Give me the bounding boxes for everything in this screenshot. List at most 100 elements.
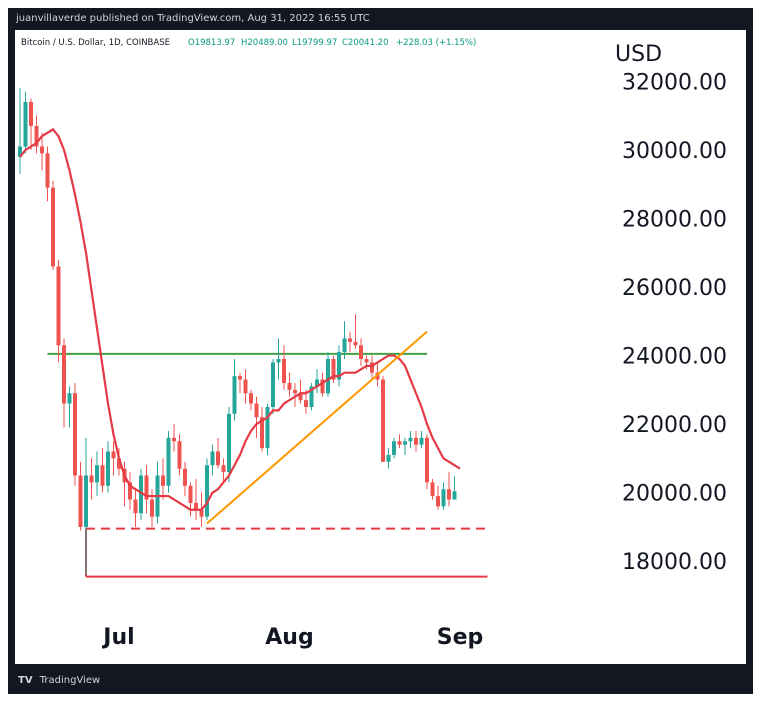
candle-body bbox=[23, 101, 28, 147]
candle bbox=[183, 461, 187, 497]
candle bbox=[238, 372, 242, 394]
candle-body bbox=[392, 441, 396, 455]
y-tick-label: 24000.00 bbox=[622, 345, 727, 370]
candle-body bbox=[205, 465, 209, 517]
candle bbox=[337, 345, 341, 387]
candle-body bbox=[304, 400, 308, 407]
candle-body bbox=[56, 266, 61, 346]
candle bbox=[370, 355, 374, 380]
candle-body bbox=[73, 393, 77, 476]
candle-body bbox=[172, 437, 176, 442]
candle bbox=[62, 338, 66, 428]
candle bbox=[348, 331, 352, 353]
candle-body bbox=[111, 451, 116, 459]
candle-body bbox=[375, 372, 380, 380]
candle bbox=[260, 406, 264, 452]
candle-body bbox=[441, 489, 446, 507]
chart-legend-change: +228.03 (+1.15%) bbox=[396, 38, 476, 48]
candle bbox=[359, 338, 363, 366]
candle bbox=[353, 314, 358, 349]
candle bbox=[155, 461, 160, 524]
y-tick-label: 32000.00 bbox=[622, 70, 727, 95]
candle-body bbox=[89, 475, 94, 483]
candle bbox=[276, 338, 281, 380]
candle-body bbox=[199, 509, 204, 517]
candle-body bbox=[452, 491, 457, 500]
candle-body bbox=[309, 386, 314, 407]
candle-body bbox=[232, 376, 237, 414]
candle-body bbox=[84, 475, 88, 527]
candle-body bbox=[150, 499, 154, 517]
candle-body bbox=[67, 393, 72, 404]
x-tick-label: Jul bbox=[101, 625, 134, 650]
candle bbox=[45, 146, 50, 202]
candle-body bbox=[408, 437, 413, 442]
candle bbox=[436, 485, 440, 510]
candle bbox=[265, 403, 270, 455]
candle-body bbox=[216, 451, 220, 466]
candle bbox=[205, 458, 209, 521]
candle-body bbox=[254, 403, 259, 418]
candle bbox=[177, 434, 182, 476]
candle-body bbox=[348, 338, 352, 342]
candle-body bbox=[315, 379, 319, 387]
candle-body bbox=[144, 475, 149, 500]
candle-body bbox=[238, 376, 242, 380]
candle-body bbox=[419, 437, 424, 445]
candle bbox=[282, 345, 286, 390]
candle-body bbox=[139, 475, 143, 514]
candle-body bbox=[243, 379, 248, 394]
candle-body bbox=[34, 125, 39, 147]
candle-body bbox=[397, 441, 402, 445]
candle-body bbox=[403, 441, 407, 445]
chart-legend-open: O19813.97 bbox=[188, 38, 235, 48]
candle-body bbox=[447, 489, 451, 500]
candle-body bbox=[210, 451, 215, 466]
candle-body bbox=[45, 153, 50, 188]
chart-plot-area[interactable]: Bitcoin / U.S. Dollar, 1D, COINBASE O198… bbox=[15, 30, 746, 664]
candle bbox=[161, 458, 165, 500]
candle bbox=[452, 475, 457, 500]
candle-body bbox=[221, 465, 226, 473]
tradingview-brand-label: TradingView bbox=[39, 675, 101, 686]
candle bbox=[111, 441, 116, 476]
candle bbox=[78, 461, 83, 531]
y-tick-label: 20000.00 bbox=[622, 482, 727, 507]
candle bbox=[430, 478, 435, 500]
candle bbox=[414, 430, 418, 452]
tradingview-footer: 𝗧𝗩 TradingView bbox=[8, 670, 753, 692]
price-chart[interactable]: Bitcoin / U.S. Dollar, 1D, COINBASE O198… bbox=[15, 30, 746, 664]
moving-average-line bbox=[19, 127, 461, 511]
candle-body bbox=[249, 393, 253, 404]
candle bbox=[188, 482, 193, 517]
candle-body bbox=[78, 475, 83, 527]
candle-body bbox=[260, 417, 264, 449]
candle bbox=[73, 382, 77, 486]
trendline bbox=[206, 330, 428, 525]
candle-body bbox=[337, 352, 341, 380]
candle-body bbox=[128, 482, 132, 500]
candle bbox=[243, 369, 248, 404]
candle-body bbox=[51, 187, 55, 267]
candle bbox=[441, 482, 446, 510]
candle bbox=[150, 489, 154, 527]
candle bbox=[309, 382, 314, 411]
candle bbox=[89, 458, 94, 500]
candle bbox=[408, 430, 413, 449]
chart-legend-symbol: Bitcoin / U.S. Dollar, 1D, COINBASE bbox=[21, 38, 170, 48]
candle bbox=[84, 437, 88, 575]
candle bbox=[232, 358, 237, 421]
candle bbox=[29, 98, 33, 150]
candle-body bbox=[276, 358, 281, 363]
candle-body bbox=[326, 358, 330, 394]
candle bbox=[331, 355, 336, 383]
candle bbox=[106, 441, 110, 493]
candle-body bbox=[95, 465, 99, 483]
candle bbox=[34, 115, 39, 154]
candle-body bbox=[40, 146, 44, 154]
candle-body bbox=[62, 345, 66, 404]
candle bbox=[172, 424, 176, 452]
candle-body bbox=[381, 379, 385, 462]
candle bbox=[100, 448, 105, 493]
candle-body bbox=[100, 465, 105, 486]
